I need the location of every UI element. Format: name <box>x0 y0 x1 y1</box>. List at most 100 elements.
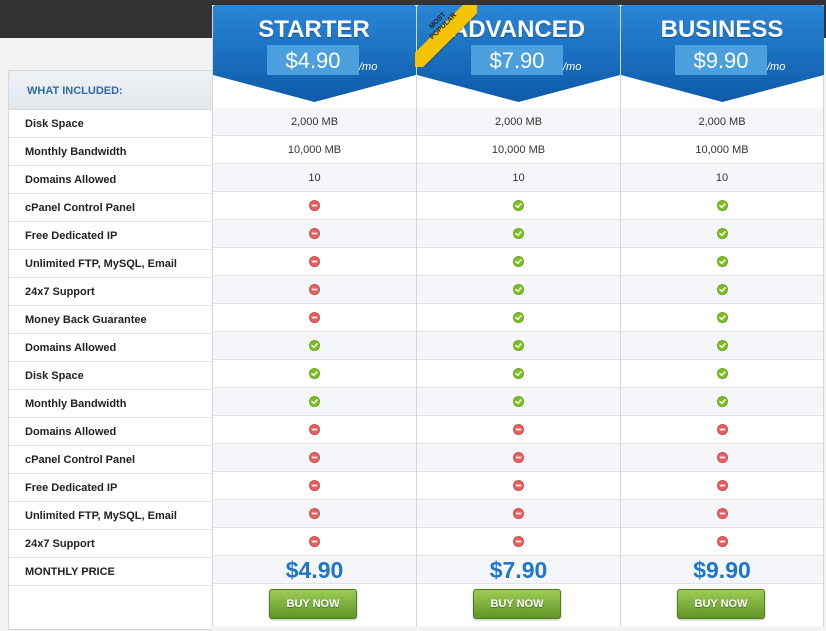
minus-icon <box>309 479 320 491</box>
plan-cell <box>621 416 823 444</box>
check-icon <box>513 367 524 379</box>
check-icon <box>716 395 728 407</box>
minus-icon <box>309 535 320 547</box>
feature-label: Domains Allowed <box>9 166 212 194</box>
plan-cell <box>417 528 620 556</box>
plan-cell <box>417 472 620 500</box>
plan-cell <box>621 304 823 332</box>
plan-cell <box>417 388 620 416</box>
feature-label: Domains Allowed <box>9 418 212 446</box>
check-icon <box>716 367 728 379</box>
plan-cell <box>621 220 823 248</box>
minus-icon <box>513 451 524 463</box>
minus-icon <box>309 451 320 463</box>
features-column: WHAT INCLUDED: Disk Space Monthly Bandwid… <box>8 70 212 630</box>
feature-label: 24x7 Support <box>9 278 212 306</box>
plan-cell: 10,000 MB <box>213 136 416 164</box>
feature-label: cPanel Control Panel <box>9 446 212 474</box>
plan-cell <box>213 304 416 332</box>
plan-cell <box>213 192 416 220</box>
plan-name: STARTER <box>258 16 370 43</box>
plan-business: BUSINESS $9.90/mo 2,000 MB 10,000 MB 10 $9.90… <box>620 5 824 627</box>
minus-icon <box>309 423 320 435</box>
minus-icon <box>309 507 320 519</box>
check-icon <box>309 395 320 407</box>
feature-label: Free Dedicated IP <box>9 474 212 502</box>
check-icon <box>716 227 728 239</box>
plan-price: $7.90 <box>471 45 563 75</box>
plan-cell <box>621 332 823 360</box>
check-icon <box>513 311 524 323</box>
minus-icon <box>716 479 728 491</box>
most-popular-ribbon: MOST POPULAR <box>415 5 477 67</box>
minus-icon <box>513 535 524 547</box>
plan-name: ADVANCED <box>450 16 586 43</box>
plan-cell: 10,000 MB <box>417 136 620 164</box>
monthly-price: $9.90 <box>621 556 823 584</box>
plan-advanced: ADVANCED $7.90/mo MOST POPULAR 2,000 MB 10,00… <box>415 5 620 627</box>
plan-header: STARTER $4.90/mo <box>213 5 416 108</box>
check-icon <box>716 283 728 295</box>
feature-label: Unlimited FTP, MySQL, Email <box>9 502 212 530</box>
check-icon <box>716 199 728 211</box>
features-header: WHAT INCLUDED: <box>9 71 212 110</box>
plan-cell <box>213 416 416 444</box>
feature-label: cPanel Control Panel <box>9 194 212 222</box>
minus-icon <box>716 507 728 519</box>
plan-cell: 10 <box>621 164 823 192</box>
plan-cell <box>417 332 620 360</box>
minus-icon <box>309 255 320 267</box>
monthly-price: $7.90 <box>417 556 620 584</box>
check-icon <box>716 311 728 323</box>
check-icon <box>513 339 524 351</box>
plan-cell <box>213 220 416 248</box>
check-icon <box>513 227 524 239</box>
minus-icon <box>716 535 728 547</box>
monthly-price: $4.90 <box>213 556 416 584</box>
price-unit: /mo <box>359 61 378 73</box>
minus-icon <box>309 311 320 323</box>
plan-cell: 10 <box>417 164 620 192</box>
plan-cell: 10,000 MB <box>621 136 823 164</box>
check-icon <box>716 339 728 351</box>
plan-cell: 2,000 MB <box>621 108 823 136</box>
check-icon <box>716 255 728 267</box>
feature-label: Disk Space <box>9 110 212 138</box>
plan-header: ADVANCED $7.90/mo MOST POPULAR <box>415 5 620 108</box>
minus-icon <box>309 199 320 211</box>
buy-now-button[interactable]: BUY NOW <box>677 589 765 619</box>
feature-label: Domains Allowed <box>9 334 212 362</box>
plan-name: BUSINESS <box>660 16 784 43</box>
plan-cell <box>621 360 823 388</box>
plan-cell <box>213 444 416 472</box>
buy-now-button[interactable]: BUY NOW <box>473 589 561 619</box>
plan-cell <box>621 472 823 500</box>
feature-label: 24x7 Support <box>9 530 212 558</box>
plan-cell <box>417 360 620 388</box>
plan-price: $9.90 <box>675 45 767 75</box>
plan-cell <box>621 192 823 220</box>
plan-cell <box>213 388 416 416</box>
plan-cell <box>621 276 823 304</box>
plan-cell <box>213 472 416 500</box>
plan-cell <box>213 500 416 528</box>
plan-starter: STARTER $4.90/mo 2,000 MB 10,000 MB 10 $4.90 B… <box>212 5 416 627</box>
plan-cell: 2,000 MB <box>417 108 620 136</box>
feature-label: Monthly Bandwidth <box>9 390 212 418</box>
minus-icon <box>513 507 524 519</box>
plan-cell <box>417 500 620 528</box>
plan-cell <box>621 528 823 556</box>
plan-cell <box>417 276 620 304</box>
check-icon <box>309 367 320 379</box>
minus-icon <box>513 479 524 491</box>
plan-cell <box>417 192 620 220</box>
plan-cell <box>213 528 416 556</box>
buy-now-button[interactable]: BUY NOW <box>269 589 357 619</box>
price-unit: /mo <box>767 61 786 73</box>
plan-cell <box>621 388 823 416</box>
plan-cell <box>621 444 823 472</box>
feature-label: Free Dedicated IP <box>9 222 212 250</box>
minus-icon <box>513 423 524 435</box>
plan-cell: 2,000 MB <box>213 108 416 136</box>
plan-cell <box>213 276 416 304</box>
